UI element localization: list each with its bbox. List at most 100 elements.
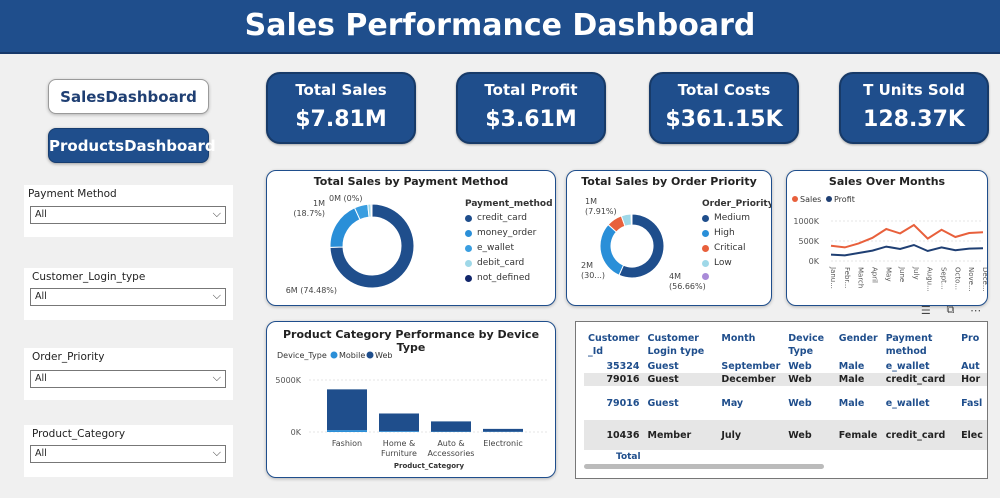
table-row[interactable]: 79016 Guest May Web Male e_wallet Fasl: [584, 386, 987, 420]
slicer-label: Order_Priority: [32, 351, 105, 363]
slice-credit_card[interactable]: [329, 203, 415, 289]
legend-label: Low: [714, 258, 732, 268]
column-header[interactable]: Device Type: [788, 333, 825, 357]
table-cell: Male: [838, 361, 865, 372]
x-tick-label: Furniture: [381, 449, 417, 458]
customer-orders-table[interactable]: Customer _Id Customer Login type Month D…: [575, 321, 988, 479]
sales-dashboard-button[interactable]: SalesDashboard: [48, 79, 209, 114]
series-line-sales[interactable]: [830, 223, 984, 249]
customer-login-dropdown[interactable]: All ⌵: [30, 288, 226, 306]
chart-sales-by-order-priority[interactable]: Total Sales by Order Priority 4M (56.66%)…: [566, 170, 772, 306]
chevron-down-icon: ⌵: [212, 371, 221, 384]
visual-header-icons: ☰ ⧉ ⋯: [913, 300, 989, 320]
column-header[interactable]: Month: [721, 333, 756, 344]
x-tick-label: April: [870, 267, 878, 283]
legend-label: credit_card: [477, 213, 527, 223]
table-cell: July: [717, 420, 785, 450]
kpi-title: T Units Sold: [863, 81, 965, 99]
table-cell: 79016: [606, 397, 640, 409]
table-cell: Male: [838, 397, 865, 409]
chart-sales-over-months[interactable]: Sales Over Months Sales Profit 1000K 500K 0K…: [786, 170, 988, 306]
data-label: 1M: [313, 199, 325, 208]
x-tick-label: Auto &: [437, 439, 464, 448]
donut-chart: 4M(56.66%) 2M(30...) 1M(7.91%): [581, 197, 706, 291]
legend-item[interactable]: e_wallet: [465, 243, 553, 253]
page-title: Sales Performance Dashboard: [244, 8, 756, 43]
data-label: (7.91%): [585, 207, 617, 216]
payment-method-dropdown[interactable]: All ⌵: [30, 206, 226, 224]
legend-item[interactable]: High: [702, 228, 771, 238]
product-category-dropdown[interactable]: All ⌵: [30, 445, 226, 463]
line-chart: Sales Profit 1000K 500K 0K Janu... Febr... Marc…: [792, 195, 987, 292]
data-label: (18.7%): [293, 209, 325, 218]
table-cell: Elec: [957, 420, 987, 450]
chart-title: Total Sales by Order Priority: [581, 175, 757, 188]
bar-web[interactable]: [379, 413, 419, 432]
chart-sales-by-payment-method[interactable]: Total Sales by Payment Method 6M (74.48%…: [266, 170, 556, 306]
bar-web[interactable]: [327, 389, 367, 431]
legend-item[interactable]: credit_card: [465, 213, 553, 223]
dropdown-value: All: [35, 291, 47, 302]
bar-web[interactable]: [483, 428, 523, 432]
column-header[interactable]: Customer _Id: [588, 333, 640, 357]
table-row[interactable]: 79016 Guest December Web Male credit_card Hor: [584, 373, 987, 386]
column-header[interactable]: Gender: [838, 333, 878, 344]
bar-mobile[interactable]: [379, 431, 419, 432]
focus-mode-icon[interactable]: ⧉: [946, 303, 955, 316]
more-options-icon[interactable]: ⋯: [970, 303, 982, 317]
legend-dot: [366, 351, 374, 359]
chart-title: Sales Over Months: [828, 175, 946, 188]
x-tick-label: Home &: [383, 439, 415, 448]
bar-web[interactable]: [431, 421, 471, 432]
slice-money_order[interactable]: [329, 207, 361, 248]
slicer-customer-login-type: Customer_Login_type All ⌵: [24, 268, 233, 320]
legend-item[interactable]: money_order: [465, 228, 553, 238]
table-row[interactable]: 10436 Member July Web Female credit_card Elec: [584, 420, 987, 450]
chevron-down-icon: ⌵: [212, 289, 221, 302]
chart-title: Total Sales by Payment Method: [313, 175, 509, 188]
kpi-title: Total Profit: [484, 81, 578, 99]
x-tick-label: Electronic: [483, 439, 522, 448]
products-dashboard-button[interactable]: ProductsDashboard: [48, 128, 216, 163]
column-header[interactable]: Pro: [961, 333, 980, 344]
slicer-label: Customer_Login_type: [32, 271, 146, 283]
table-cell: Guest: [647, 361, 679, 372]
chevron-down-icon: ⌵: [212, 207, 221, 220]
slice-other[interactable]: [630, 213, 633, 226]
x-tick-label: Janu...: [829, 266, 837, 289]
bar-mobile[interactable]: [327, 430, 367, 432]
kpi-title: Total Sales: [295, 81, 387, 99]
table-cell: Female: [834, 420, 882, 450]
y-tick-label: 500K: [798, 237, 819, 246]
legend-item[interactable]: Critical: [702, 243, 771, 253]
chart-product-category-by-device[interactable]: Product Category Performance by Device T…: [266, 321, 556, 478]
horizontal-scrollbar[interactable]: [584, 464, 824, 469]
filter-icon[interactable]: ☰: [920, 303, 931, 317]
kpi-value: 128.37K: [863, 107, 965, 132]
table-row[interactable]: 35324 Guest September Web Male e_wallet Aut: [584, 360, 987, 373]
legend-item[interactable]: not_defined: [465, 273, 553, 283]
slicer-payment-method: Payment Method All ⌵: [24, 185, 233, 237]
slice-Medium[interactable]: [618, 213, 665, 279]
kpi-units-sold: T Units Sold 128.37K: [839, 72, 989, 144]
legend-item[interactable]: Medium: [702, 213, 771, 223]
column-header[interactable]: Customer Login type: [647, 333, 705, 357]
table-cell: Guest: [643, 373, 718, 386]
slicer-label: Product_Category: [32, 428, 126, 440]
slice-not_defined[interactable]: [370, 203, 373, 218]
table-cell: 10436: [584, 420, 644, 450]
kpi-total-sales: Total Sales $7.81M: [266, 72, 416, 144]
legend-dot: [465, 274, 472, 282]
slice-High[interactable]: [599, 223, 625, 276]
order-priority-dropdown[interactable]: All ⌵: [30, 370, 226, 388]
legend-label: High: [714, 228, 735, 238]
x-tick-label: March: [857, 267, 865, 288]
legend-item[interactable]: Low: [702, 258, 771, 268]
series-line-profit[interactable]: [830, 243, 984, 257]
column-header[interactable]: Payment method: [885, 333, 933, 357]
legend-label: Web: [375, 351, 392, 360]
legend-dot: [826, 196, 832, 202]
legend-item[interactable]: debit_card: [465, 258, 553, 268]
legend-item[interactable]: [702, 273, 771, 280]
legend-dot: [702, 214, 709, 222]
